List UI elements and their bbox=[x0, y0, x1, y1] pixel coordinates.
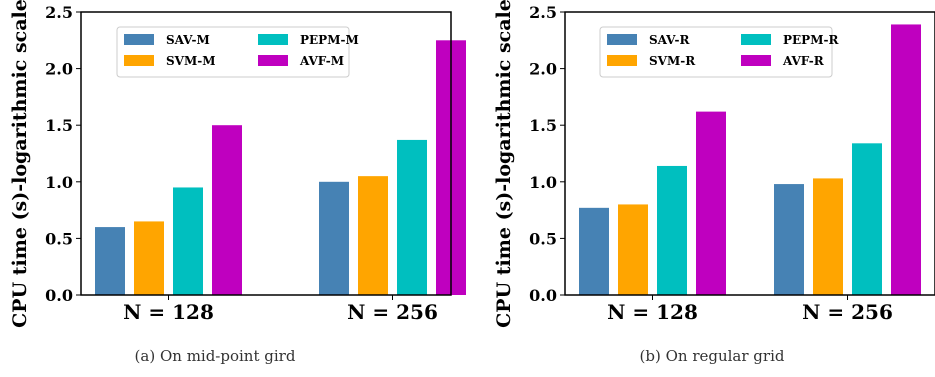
axes-frame bbox=[80, 11, 452, 296]
chart-panel-1: N = 128 N = 256 0.0 0.5 1.0 1.5 2.0 2.5 CPU time… bbox=[9, 0, 466, 365]
legend-swatch bbox=[258, 55, 288, 66]
bar-pepm-m-2 bbox=[397, 139, 427, 295]
x-tick-label: N = 256 bbox=[802, 300, 893, 324]
bar-svm-r-1 bbox=[618, 204, 648, 295]
bar-svm-m-2 bbox=[358, 176, 388, 295]
legend-label: SAV-R bbox=[649, 33, 691, 47]
legend-swatch bbox=[607, 34, 637, 45]
legend-label: PEPM-M bbox=[300, 33, 359, 47]
legend-swatch bbox=[124, 34, 154, 45]
legend-label: AVF-M bbox=[299, 54, 344, 68]
bar-svm-m-1 bbox=[134, 221, 164, 295]
legend-swatch bbox=[741, 55, 771, 66]
legend-label: AVF-R bbox=[782, 54, 825, 68]
axes-frame bbox=[564, 11, 935, 296]
bar-sav-r-2 bbox=[774, 184, 804, 295]
x-tick-label: N = 128 bbox=[607, 300, 698, 324]
bar-sav-m-2 bbox=[319, 181, 349, 295]
y-tick-label: 0.0 bbox=[45, 286, 73, 305]
y-tick-label: 2.5 bbox=[45, 3, 73, 22]
legend: SAV-M SVM-M PEPM-M AVF-M bbox=[116, 26, 359, 78]
figure-caption: (b) On regular grid bbox=[640, 347, 785, 365]
legend-label: SVM-M bbox=[166, 54, 216, 68]
legend: SAV-R SVM-R PEPM-R AVF-R bbox=[599, 26, 839, 78]
y-tick-label: 0.5 bbox=[529, 229, 557, 248]
legend-swatch bbox=[124, 55, 154, 66]
figure-caption: (a) On mid-point gird bbox=[135, 347, 296, 365]
y-tick-label: 2.5 bbox=[529, 3, 557, 22]
y-tick-label: 2.0 bbox=[45, 60, 73, 79]
bar-avf-r-1 bbox=[696, 111, 726, 295]
legend-box bbox=[599, 26, 833, 78]
legend-label: SVM-R bbox=[649, 54, 696, 68]
y-tick-label: 1.5 bbox=[45, 116, 73, 135]
bar-pepm-r-1 bbox=[657, 165, 687, 295]
y-tick-label: 2.0 bbox=[529, 60, 557, 79]
y-axis-label: CPU time (s)-logarithmic scale bbox=[493, 0, 515, 328]
bar-pepm-r-2 bbox=[852, 143, 882, 295]
legend-swatch bbox=[741, 34, 771, 45]
legend-swatch bbox=[258, 34, 288, 45]
bar-svm-r-2 bbox=[813, 178, 843, 295]
y-tick-label: 0.5 bbox=[45, 229, 73, 248]
bar-sav-r-1 bbox=[579, 207, 609, 295]
legend-label: SAV-M bbox=[166, 33, 210, 47]
y-tick-label: 1.0 bbox=[45, 173, 73, 192]
legend-swatch bbox=[607, 55, 637, 66]
legend-box bbox=[116, 26, 350, 78]
bar-sav-m-1 bbox=[95, 227, 125, 295]
bar-avf-m-1 bbox=[212, 125, 242, 295]
chart-panel-2: N = 128 N = 256 0.0 0.5 1.0 1.5 2.0 2.5 CPU time… bbox=[493, 0, 935, 365]
y-tick-label: 0.0 bbox=[529, 286, 557, 305]
x-tick-label: N = 256 bbox=[347, 300, 438, 324]
y-tick-label: 1.5 bbox=[529, 116, 557, 135]
bar-pepm-m-1 bbox=[173, 187, 203, 295]
bar-avf-r-2 bbox=[891, 24, 921, 296]
y-tick-label: 1.0 bbox=[529, 173, 557, 192]
legend-label: PEPM-R bbox=[783, 33, 839, 47]
x-tick-label: N = 128 bbox=[123, 300, 214, 324]
y-axis-label: CPU time (s)-logarithmic scale bbox=[9, 0, 31, 328]
